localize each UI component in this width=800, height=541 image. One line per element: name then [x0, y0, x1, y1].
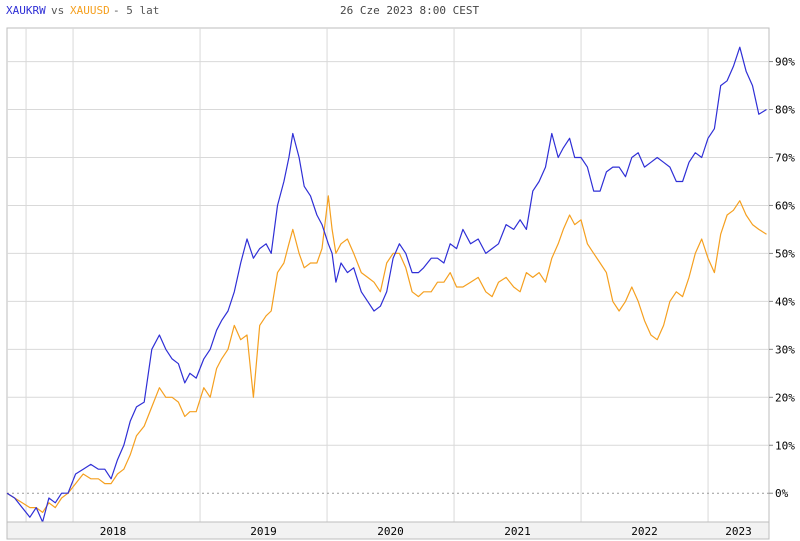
x-tick-label: 2018	[100, 525, 127, 538]
y-tick-label: 30%	[775, 343, 795, 356]
y-tick-label: 10%	[775, 439, 795, 452]
y-tick-label: 0%	[775, 487, 789, 500]
plot-frame	[6, 27, 770, 523]
x-tick-label: 2020	[377, 525, 404, 538]
x-tick-label: 2021	[504, 525, 531, 538]
y-tick-label: 80%	[775, 104, 795, 117]
x-axis-band	[6, 521, 770, 540]
x-tick-label: 2019	[250, 525, 277, 538]
series-a-title: XAUKRW	[6, 4, 46, 17]
y-tick-labels: 0% 10% 20% 30% 40% 50% 60% 70% 80% 90%	[769, 56, 795, 500]
period-label: - 5 lat	[113, 4, 159, 17]
series-b-title: XAUUSD	[70, 4, 110, 17]
y-tick-label: 50%	[775, 247, 795, 260]
x-tick-label: 2023	[725, 525, 752, 538]
series-line-xaukrw	[6, 46, 767, 523]
y-tick-label: 70%	[775, 151, 795, 164]
series-line-xauusd	[6, 195, 767, 514]
vs-label: vs	[51, 4, 64, 17]
x-tick-labels: 2018 2019 2020 2021 2022 2023	[100, 525, 752, 538]
series-layer	[6, 46, 767, 523]
y-tick-label: 20%	[775, 391, 795, 404]
x-gridlines	[25, 28, 709, 539]
timestamp: 26 Cze 2023 8:00 CEST	[340, 4, 479, 17]
y-tick-label: 60%	[775, 199, 795, 212]
x-tick-label: 2022	[631, 525, 658, 538]
y-tick-label: 90%	[775, 56, 795, 69]
y-tick-label: 40%	[775, 295, 795, 308]
header: XAUKRW vs XAUUSD - 5 lat 26 Cze 2023 8:0…	[6, 4, 479, 17]
y-gridlines	[7, 61, 769, 446]
